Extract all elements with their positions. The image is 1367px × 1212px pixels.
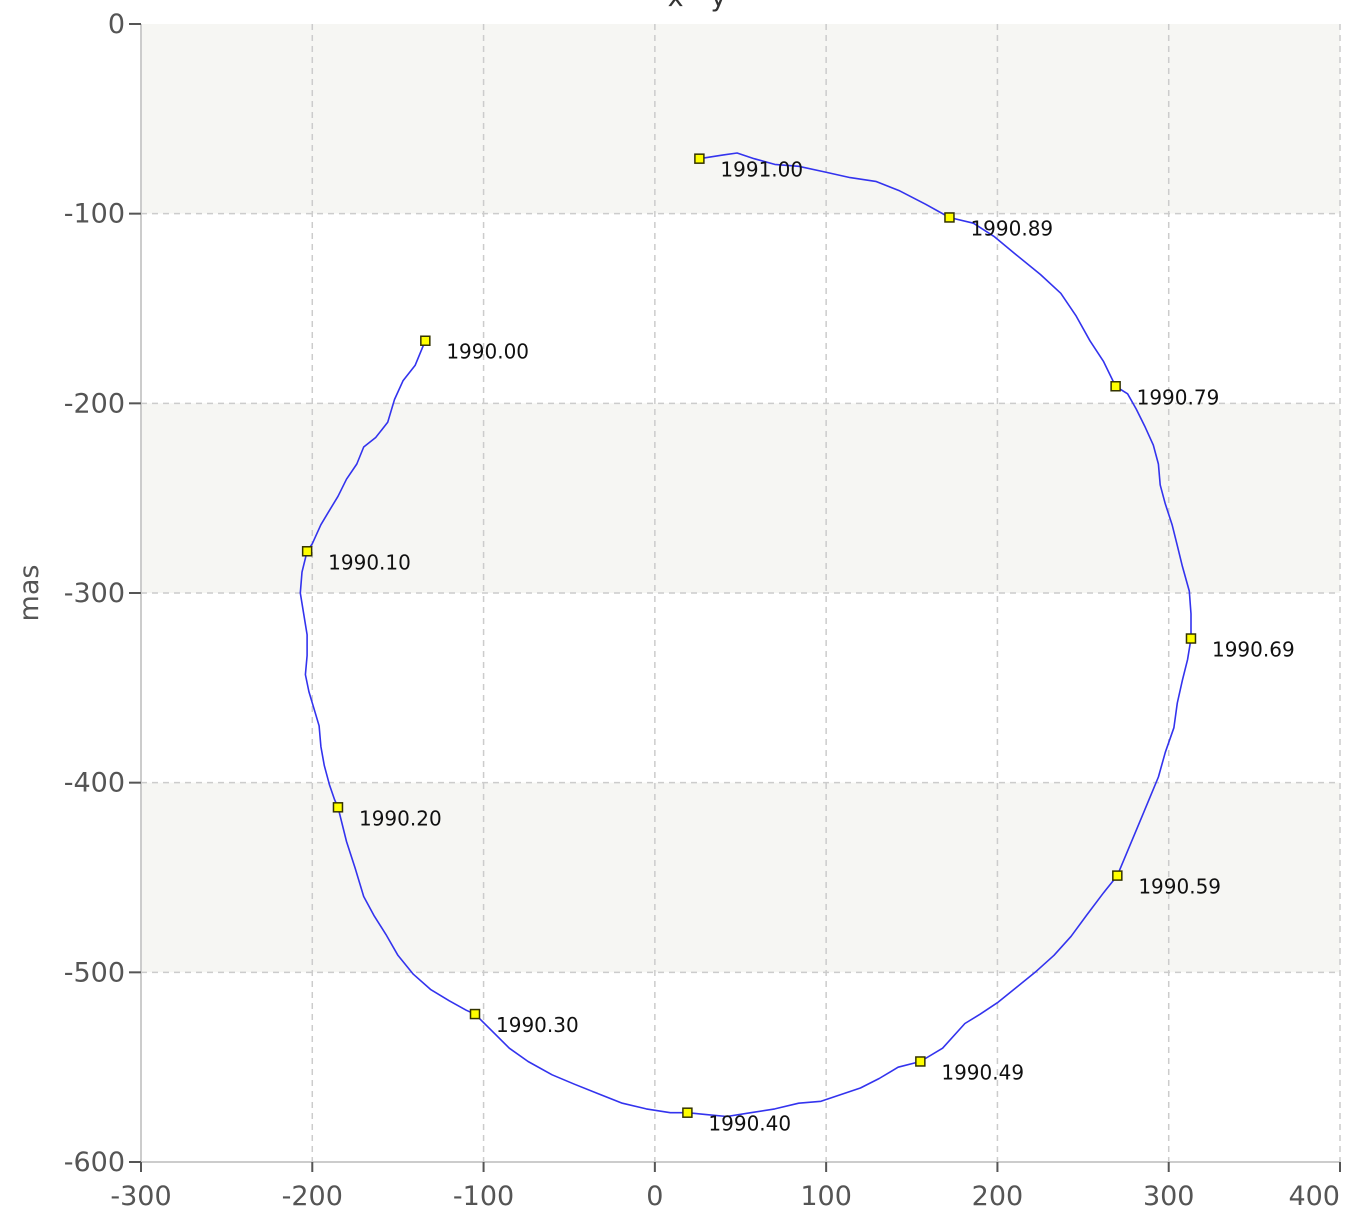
y-tick-label: -600 <box>64 1147 125 1178</box>
background-band <box>141 213 1340 404</box>
data-point-marker <box>682 1107 693 1118</box>
data-point-label: 1990.10 <box>328 550 411 574</box>
data-point-label: 1990.49 <box>941 1060 1024 1084</box>
y-tick-label: -500 <box>64 957 125 988</box>
data-point-marker <box>944 212 955 223</box>
y-tick-label: -100 <box>64 199 125 230</box>
x-tick-label: 400 <box>1288 1181 1340 1212</box>
data-point-marker <box>469 1008 481 1020</box>
data-point-marker <box>1112 870 1123 881</box>
x-tick-label: -200 <box>282 1181 343 1212</box>
markers-layer <box>301 153 1197 1118</box>
y-tick-label: -400 <box>64 768 125 799</box>
data-point-label: 1991.00 <box>720 158 803 182</box>
background-band <box>141 593 1340 783</box>
y-tick-label: 0 <box>108 9 125 40</box>
data-point-label: 1990.89 <box>970 216 1053 240</box>
background-bands <box>141 24 1340 1162</box>
data-point-label: 1990.30 <box>496 1013 579 1037</box>
grid-lines <box>141 24 1341 1162</box>
x-tick-label: 100 <box>800 1181 852 1212</box>
data-point-label: 1990.69 <box>1212 638 1295 662</box>
x-tick-label: 200 <box>972 1181 1024 1212</box>
tick-labels: 0-100-200-300-400-500-600-300 -200 -100 0 10… <box>64 9 1340 1212</box>
data-point-marker <box>1110 381 1121 392</box>
y-axis-title: mas <box>14 565 45 622</box>
background-band <box>141 403 1340 593</box>
x-tick-label: -300 <box>110 1181 171 1212</box>
x-tick-label: 0 <box>646 1181 663 1212</box>
series-line <box>299 152 1192 1118</box>
x-tick-label: -100 <box>453 1181 514 1212</box>
y-tick-label: -300 <box>64 578 125 609</box>
data-point-marker <box>301 546 313 557</box>
data-point-marker <box>420 335 431 346</box>
background-band <box>141 24 1340 214</box>
background-band <box>141 782 1340 973</box>
data-point-label: 1990.00 <box>446 340 529 364</box>
chart-title: x - y <box>668 0 727 13</box>
data-point-label: 1990.40 <box>708 1112 791 1136</box>
data-point-label: 1990.59 <box>1138 875 1221 899</box>
x-tick-label: 300 <box>1143 1181 1195 1212</box>
axes <box>129 23 1341 1172</box>
data-point-marker <box>332 802 344 813</box>
data-point-label: 1990.79 <box>1137 385 1220 409</box>
point-labels-layer: 1990.00 1990.10 1990.20 1990.30 1990.40 1990.… <box>328 158 1295 1136</box>
y-tick-label: -200 <box>64 388 125 419</box>
data-point-label: 1990.20 <box>359 806 442 830</box>
data-point-marker <box>1185 633 1197 644</box>
data-point-marker <box>694 153 705 164</box>
data-point-marker <box>915 1056 926 1067</box>
background-band <box>141 972 1340 1162</box>
series-layer <box>299 152 1192 1118</box>
